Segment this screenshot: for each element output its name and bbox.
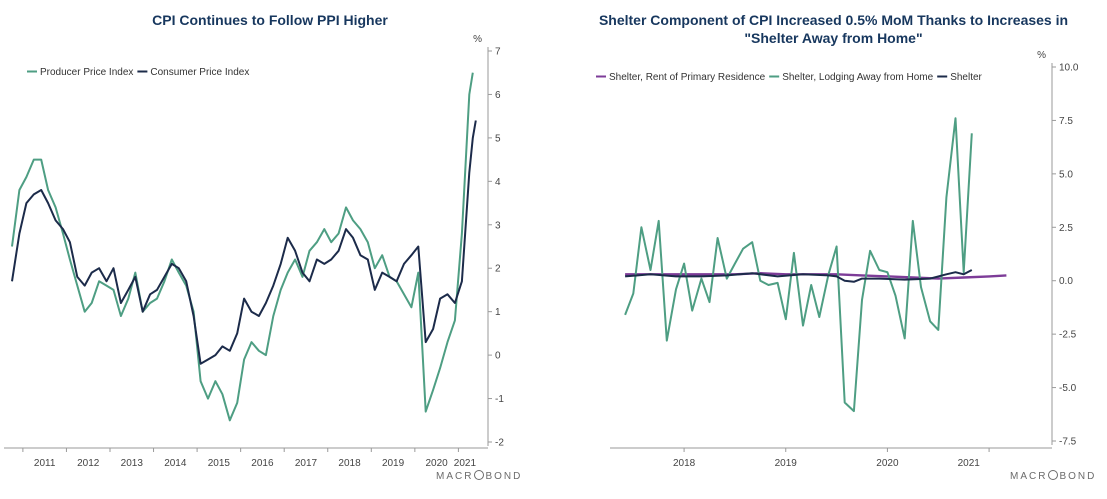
y-unit-label: % [473, 34, 482, 45]
x-tick-label: 2018 [338, 458, 361, 469]
x-tick-label: 2015 [208, 458, 231, 469]
y-tick-label: 5 [495, 133, 501, 144]
brand-text-left: MACR [436, 471, 474, 482]
y-tick-label: 7 [495, 47, 501, 58]
y-tick-label: 2 [495, 264, 501, 275]
x-tick-label: 2017 [295, 458, 318, 469]
y-tick-label: 0.0 [1059, 276, 1073, 287]
chart-canvas: % -2 -1 0 1 2 3 4 5 6 7 2011 2012 2013 2014 2015 2016 201… [4, 34, 504, 469]
x-tick-label: 2012 [77, 458, 100, 469]
chart-title-line1: Shelter Component of CPI Increased 0.5% … [598, 12, 1069, 28]
chart-panel-shelter: Shelter Component of CPI Increased 0.5% … [560, 0, 1107, 499]
brand-text-left: MACR [1010, 471, 1048, 482]
x-tick-label: 2019 [775, 458, 798, 469]
legend-entry: Consumer Price Index [150, 67, 249, 78]
y-tick-label: 5.0 [1059, 169, 1073, 180]
brand-o-icon [474, 470, 485, 480]
y-tick-label: -2 [495, 438, 504, 449]
y-tick-label: 4 [495, 177, 501, 188]
x-tick-label: 2021 [454, 458, 477, 469]
y-tick-label: 7.5 [1059, 116, 1073, 127]
x-tick-label: 2011 [34, 458, 56, 469]
y-tick-label: 0 [495, 351, 501, 362]
y-tick-label: -1 [495, 394, 504, 405]
legend-entry: Shelter, Lodging Away from Home [782, 72, 933, 83]
x-tick-label: 2013 [121, 458, 144, 469]
y-tick-label: -2.5 [1059, 330, 1077, 341]
y-tick-label: -5.0 [1059, 383, 1077, 394]
x-tick-label: 2016 [251, 458, 274, 469]
brand-logo: MACR BOND [1010, 470, 1096, 482]
x-tick-label: 2014 [164, 458, 187, 469]
brand-o-icon [1048, 470, 1059, 480]
chart-canvas: % -7.5 -5.0 -2.5 0.0 2.5 5.0 7.5 10.0 2018 2019 202… [596, 50, 1079, 469]
y-tick-label: 10.0 [1059, 63, 1079, 74]
y-tick-label: 6 [495, 90, 501, 101]
y-unit-label: % [1037, 50, 1046, 61]
x-tick-label: 2020 [876, 458, 899, 469]
x-tick-label: 2019 [382, 458, 405, 469]
chart-title: CPI Continues to Follow PPI Higher [152, 12, 388, 28]
x-tick-label: 2021 [958, 458, 981, 469]
chart-title-line2: "Shelter Away from Home" [744, 30, 923, 46]
series-line [11, 120, 477, 365]
x-tick-label: 2020 [426, 458, 449, 469]
y-tick-label: 2.5 [1059, 223, 1073, 234]
brand-text-right: BOND [485, 471, 523, 482]
series-line [11, 72, 474, 422]
legend-entry: Shelter, Rent of Primary Residence [609, 72, 766, 83]
legend-entry: Producer Price Index [40, 67, 133, 78]
legend-entry: Shelter [950, 72, 982, 83]
brand-logo: MACR BOND [436, 470, 522, 482]
y-tick-label: -7.5 [1059, 437, 1077, 448]
series-line [625, 269, 973, 283]
chart-panel-ppi-cpi: CPI Continues to Follow PPI Higher % -2 -1… [0, 0, 540, 499]
series-line [624, 117, 973, 413]
x-tick-label: 2018 [673, 458, 696, 469]
series-line [625, 272, 1007, 280]
y-tick-label: 3 [495, 220, 501, 231]
brand-text-right: BOND [1059, 471, 1097, 482]
y-tick-label: 1 [495, 307, 501, 318]
